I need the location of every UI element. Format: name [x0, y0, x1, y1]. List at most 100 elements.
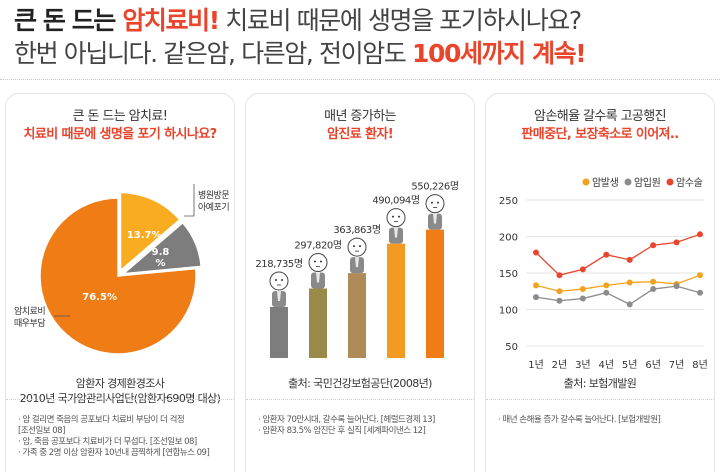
headline-line-1: 큰 돈 드는 암치료비! 치료비 때문에 생명을 포기하시나요? — [14, 4, 714, 37]
pie-leader-line — [184, 184, 195, 217]
x-tick-label: 5년 — [622, 359, 638, 370]
person-eye — [392, 215, 394, 218]
x-tick-label: 6년 — [645, 359, 661, 370]
series-point — [697, 272, 703, 279]
card-source: 출처: 국민건강보험공단(2008년) — [288, 377, 432, 390]
legend-label: 암수술 — [676, 177, 703, 189]
person-tie — [433, 213, 437, 224]
x-tick-label: 3년 — [575, 359, 591, 370]
pie-slice — [121, 221, 202, 275]
pie-slice — [119, 191, 181, 273]
note-item: · 암 걸리면 죽음의 공포보다 치료비 부담이 더 걱정 — [18, 415, 185, 425]
x-tick-label: 7년 — [669, 359, 685, 370]
card-source: 암환자 경제환경조사 2010년 국가암관리사업단(암환자690명 대상) — [6, 376, 234, 406]
card-notes: · 암환자 70만시대, 갈수록 늘어난다. [헤럴드경제 13] · 암환자 … — [258, 415, 470, 437]
source-line-1: 암환자 경제환경조사 — [75, 377, 165, 390]
pie-value-label-unit: % — [155, 258, 165, 269]
series-point — [603, 282, 610, 289]
y-tick-label: 50 — [505, 342, 518, 353]
series-point — [650, 278, 657, 285]
card-notes: · 암 걸리면 죽음의 공포보다 치료비 부담이 더 걱정 [조선일보 08] … — [18, 415, 230, 459]
series-point — [533, 294, 539, 301]
series-point — [579, 295, 586, 302]
series-point — [556, 288, 563, 295]
card-title: 매년 증가하는 암진료 환자! — [246, 108, 474, 144]
person-tie — [316, 272, 320, 283]
series-point — [697, 231, 703, 238]
bar-value-label: 297,820명 — [294, 240, 341, 252]
pie-slice — [39, 197, 197, 355]
person-tie — [394, 227, 398, 238]
card-loss-ratio: 암손해율 갈수록 고공행진 판매중단, 보장축소로 이어져.. 50 100 150… — [485, 93, 715, 472]
person-eye — [431, 201, 433, 204]
pie-category-label: 암치료비 — [14, 305, 45, 317]
series-point — [579, 266, 586, 273]
series-point — [650, 242, 657, 249]
series-point — [673, 239, 680, 246]
note-item: · 가족 중 2명 이상 암환자 10년내 끔찍하게 [연합뉴스 09] — [18, 448, 210, 458]
note-item: · 암환자 70만시대, 갈수록 늘어난다. [헤럴드경제 13] — [258, 415, 435, 425]
card-title-line-2: 암진료 환자! — [326, 127, 394, 142]
pie-value-label: 76.5% — [82, 292, 117, 303]
bar-value-label: 490,094명 — [372, 195, 419, 207]
series-point — [626, 301, 633, 308]
person-eye — [281, 278, 283, 281]
bar — [387, 243, 405, 358]
person-head — [269, 271, 289, 291]
card-divider — [486, 399, 714, 400]
bar — [309, 288, 327, 358]
headline-answer: 한번 아닙니다. 같은암, 다른암, 전이암도 — [14, 39, 412, 68]
bar-value-label: 363,863명 — [333, 224, 380, 236]
card-title-line-1: 매년 증가하는 — [324, 109, 396, 124]
bar — [426, 229, 444, 358]
x-tick-label: 1년 — [528, 359, 544, 370]
bar-chart: 218,735명 297,820명 363,863명 490,094명 550,226명 — [255, 181, 459, 358]
series-point — [533, 282, 539, 289]
y-tick-label: 100 — [499, 306, 518, 317]
note-item: [조선일보 08] — [18, 426, 65, 436]
bar-value-label: 550,226명 — [411, 181, 458, 193]
person-eye — [359, 245, 361, 248]
y-tick-label: 200 — [499, 233, 518, 244]
person-head — [425, 194, 445, 214]
person-eye — [398, 215, 400, 218]
person-head — [347, 237, 367, 257]
card-title: 암손해율 갈수록 고공행진 판매중단, 보장축소로 이어져.. — [486, 108, 714, 144]
bar-value-label: 218,735명 — [255, 258, 302, 270]
card-title-line-2: 판매중단, 보장축소로 이어져.. — [521, 127, 679, 142]
card-divider — [6, 399, 234, 400]
series-line — [535, 274, 701, 292]
headline-prefix: 큰 돈 드는 — [14, 6, 123, 35]
y-tick-label: 250 — [499, 196, 518, 207]
card-divider — [246, 399, 474, 400]
person-head — [308, 253, 328, 273]
person-tie — [355, 257, 359, 268]
x-tick-label: 4년 — [599, 359, 615, 370]
bar — [270, 306, 288, 358]
card-notes: · 매년 손해율 증가 갈수록 늘어난다. [보험개발원] — [498, 415, 710, 426]
bar — [348, 273, 366, 358]
card-title-line-2: 치료비 때문에 생명을 포기 하시나요? — [23, 127, 217, 142]
y-tick-label: 150 — [499, 269, 518, 280]
series-point — [579, 286, 586, 293]
legend-marker — [582, 178, 590, 186]
legend-marker — [666, 178, 674, 186]
card-patient-growth: 매년 증가하는 암진료 환자! 218,735명 297,820명 363,863명… — [245, 93, 475, 472]
series-point — [626, 279, 633, 286]
pie-value-label: 13.7% — [127, 230, 162, 241]
pie-value-label: 9.8 — [152, 247, 170, 258]
series-point — [533, 249, 539, 256]
card-title-line-1: 암손해율 갈수록 고공행진 — [533, 109, 667, 124]
series-point — [697, 289, 703, 296]
note-item: · 암환자 83.5% 암진단 후 실직 [세계파이낸스 12] — [258, 426, 426, 436]
person-eye — [353, 245, 355, 248]
source-line-2: 2010년 국가암관리사업단(암환자690명 대상) — [19, 392, 221, 405]
person-eye — [314, 260, 316, 263]
person-tie — [277, 290, 281, 301]
headline: 큰 돈 드는 암치료비! 치료비 때문에 생명을 포기하시나요? 한번 아닙니다… — [14, 4, 714, 70]
card-title: 큰 돈 드는 암치료! 치료비 때문에 생명을 포기 하시나요? — [6, 108, 234, 144]
series-point — [603, 289, 610, 296]
pie-category-label: 아예포기 — [198, 202, 229, 213]
note-item: · 암, 죽음 공포보다 치료비가 더 무섭다. [조선일보 08] — [18, 437, 197, 447]
